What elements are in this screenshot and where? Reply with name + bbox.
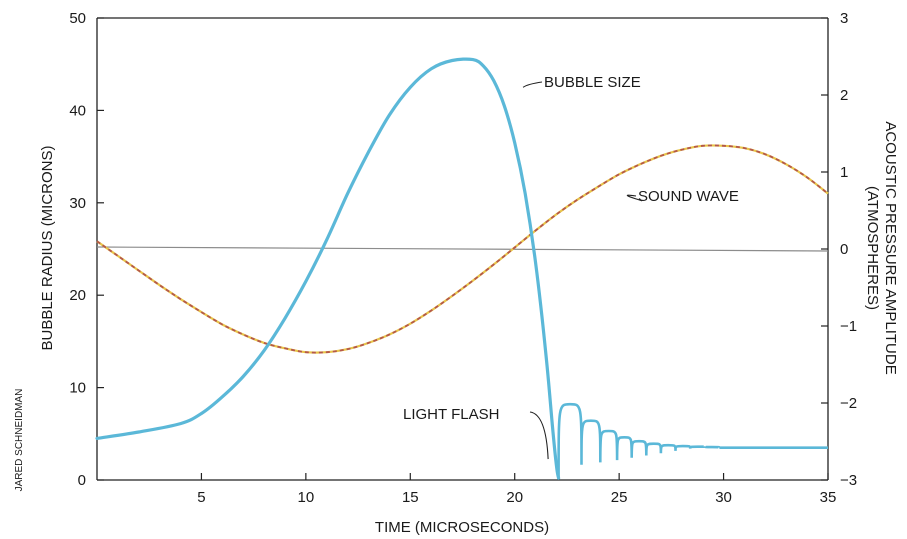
y-right-axis-title-line1: ACOUSTIC PRESSURE AMPLITUDE: [882, 121, 899, 374]
y-left-tick-label: 50: [69, 10, 86, 27]
x-tick-label: 20: [506, 489, 523, 506]
y-left-tick-label: 40: [69, 102, 86, 119]
leader-sound-wave: [626, 194, 643, 202]
y-right-tick-label: −1: [840, 318, 857, 335]
x-tick-label: 5: [197, 489, 205, 506]
y-left-tick-label: 20: [69, 287, 86, 304]
y-left-axis-title: BUBBLE RADIUS (MICRONS): [39, 145, 56, 350]
x-tick-label: 25: [611, 489, 628, 506]
x-tick-label: 35: [820, 489, 837, 506]
y-right-tick-label: 0: [840, 241, 848, 258]
x-tick-label: 15: [402, 489, 419, 506]
leader-bubble-size: [522, 81, 543, 88]
axis-ticks: [97, 17, 829, 481]
x-tick-label: 10: [298, 489, 315, 506]
annotations: BUBBLE SIZE SOUND WAVE LIGHT FLASH: [403, 74, 739, 460]
y-right-tick-label: 2: [840, 87, 848, 104]
y-right-tick-label: −2: [840, 395, 857, 412]
y-right-tick-label: −3: [840, 472, 857, 489]
sound-wave-line: [96, 144, 829, 354]
y-left-tick-label: 10: [69, 380, 86, 397]
y-left-tick-label: 30: [69, 195, 86, 212]
annotation-bubble-size: BUBBLE SIZE: [544, 74, 641, 91]
tick-labels: 5 10 15 20 25 30 35 0 10 20 30 40 50 −3 −2 −1 0 1 2 3: [69, 10, 857, 506]
data-series: [95, 57, 829, 480]
zero-reference-line: [96, 246, 829, 252]
x-axis-title: TIME (MICROSECONDS): [375, 519, 549, 536]
y-right-axis-title-line2: (ATMOSPHERES): [864, 186, 881, 310]
bubble-size-line: [95, 57, 561, 480]
x-tick-label: 30: [715, 489, 732, 506]
annotation-light-flash: LIGHT FLASH: [403, 406, 499, 423]
credit-text: JARED SCHNEIDMAN: [14, 389, 25, 492]
y-right-tick-label: 3: [840, 10, 848, 27]
bubble-afterbounce-line: [557, 402, 828, 478]
y-left-tick-label: 0: [78, 472, 86, 489]
leader-light-flash: [529, 411, 549, 460]
y-right-tick-label: 1: [840, 164, 848, 181]
annotation-sound-wave: SOUND WAVE: [638, 188, 739, 205]
zero-pressure-line: [96, 246, 829, 252]
